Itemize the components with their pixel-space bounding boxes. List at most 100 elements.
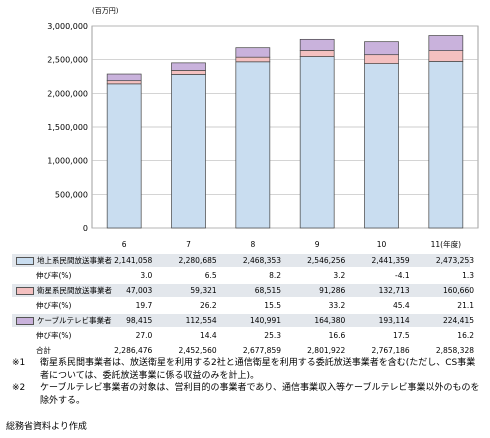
bar-segment [235, 47, 271, 58]
bar-segment [106, 80, 142, 85]
table-cell: 16.2 [457, 331, 474, 340]
table-cell: 19.7 [135, 301, 153, 310]
bars [106, 35, 464, 229]
row-label: 衛星系民間放送事業者 [16, 285, 112, 296]
bar-segment [428, 61, 464, 229]
table-cell: 15.5 [264, 301, 281, 310]
table-cell: 2,468,353 [242, 256, 281, 265]
y-tick-label: 0 [83, 224, 88, 233]
x-tick-label: 9 [314, 239, 320, 249]
notes: ※1 衛星系民間事業者は、放送衛星を利用する2社と通信衛星を利用する委託放送事業… [12, 357, 482, 407]
table-cell: 160,660 [442, 286, 474, 295]
row-label: 伸び率(%) [36, 330, 71, 341]
table-cell: 27.0 [135, 331, 153, 340]
stacked-bar-chart: 0 500,000 1,000,000 1,500,000 2,000,000 2,500… [47, 22, 479, 233]
row-label: ケーブルテレビ事業者 [16, 315, 112, 326]
bar-segment [106, 83, 142, 229]
bar-segment [171, 62, 206, 71]
table-cell: 2,677,859 [242, 346, 281, 355]
table-cell: 25.3 [264, 331, 281, 340]
bar-segment [299, 38, 335, 51]
table-cell: 132,713 [378, 286, 410, 295]
note-text: ケーブルテレビ事業者の対象は、営利目的の事業者であり、通信事業収入等ケーブルテレ… [40, 383, 480, 406]
table-cell: 6.5 [204, 271, 217, 280]
bar-segment [364, 41, 399, 56]
legend-swatch [16, 316, 34, 325]
table-cell: 3.2 [333, 271, 346, 280]
gridlines [91, 25, 479, 229]
bar-segment [235, 61, 271, 229]
x-tick-label: 8 [250, 239, 256, 249]
table-row: 地上系民間放送事業者 2,141,058 2,280,685 2,468,353 2,5… [12, 254, 474, 267]
y-tick-label: 1,500,000 [47, 123, 88, 132]
table-cell: 26.2 [199, 301, 217, 310]
table-cell: 17.5 [392, 331, 410, 340]
table-row: 伸び率(%) 3.0 6.5 8.2 3.2 -4.1 1.3 [12, 269, 474, 282]
table-cell: 1.3 [462, 271, 474, 280]
table-cell: 140,991 [249, 316, 281, 325]
y-tick-label: 500,000 [55, 190, 88, 199]
table-cell: 45.4 [392, 301, 410, 310]
table-cell: 2,546,256 [307, 256, 346, 265]
table-cell: 33.2 [328, 301, 346, 310]
row-label-text: 伸び率(%) [36, 271, 72, 280]
table-row: 伸び率(%) 19.7 26.2 15.5 33.2 45.4 21.1 [12, 299, 474, 312]
row-label-text: 伸び率(%) [36, 301, 72, 310]
table-cell: 91,286 [319, 286, 346, 295]
x-tick-label: 11(年度) [430, 239, 462, 249]
y-tick-label: 1,000,000 [47, 157, 88, 166]
x-tick-label: 7 [186, 239, 191, 249]
table-cell: 8.2 [269, 271, 281, 280]
table-header-row: 6 7 8 9 10 11(年度) [12, 238, 470, 250]
table-cell: 16.6 [328, 331, 346, 340]
legend-swatch [16, 256, 34, 265]
table-cell: 2,473,253 [435, 256, 474, 265]
row-label-text: ケーブルテレビ事業者 [37, 316, 112, 325]
bar-segment [106, 73, 142, 82]
row-label: 地上系民間放送事業者 [16, 255, 112, 266]
note-mark: ※2 [12, 383, 26, 393]
row-label: 伸び率(%) [36, 270, 71, 281]
y-tick-label: 2,500,000 [47, 56, 88, 65]
bar-segment [428, 35, 464, 51]
table-cell: 2,280,685 [178, 256, 217, 265]
table-cell: 98,415 [126, 316, 153, 325]
row-label-text: 衛星系民間放送事業者 [37, 286, 112, 295]
table-cell: 21.1 [457, 301, 474, 310]
table-cell: 193,114 [378, 316, 410, 325]
table-row: 衛星系民間放送事業者 47,003 59,321 68,515 91,286 132,71… [12, 284, 474, 297]
table-cell: 2,858,328 [435, 346, 474, 355]
table-cell: 112,554 [185, 316, 217, 325]
bar-segment [171, 70, 206, 75]
table-cell: 224,415 [442, 316, 474, 325]
legend-swatch [16, 286, 34, 295]
row-label: 伸び率(%) [36, 300, 71, 311]
table-cell: 47,003 [126, 286, 153, 295]
bar-segment [299, 56, 335, 229]
table-cell: 2,801,922 [307, 346, 346, 355]
x-tick-label: 10 [376, 239, 387, 249]
row-label-text: 地上系民間放送事業者 [37, 256, 112, 265]
note-2: ※2 ケーブルテレビ事業者の対象は、営利目的の事業者であり、通信事業収入等ケーブ… [12, 382, 482, 407]
bar-segment [171, 74, 206, 229]
unit-label: (百万円) [92, 7, 119, 15]
table-row: 伸び率(%) 27.0 14.4 25.3 16.6 17.5 16.2 [12, 329, 474, 342]
table-cell: 59,321 [190, 286, 217, 295]
bar-segment [364, 54, 399, 64]
row-label: 合計 [36, 345, 51, 356]
bar-segment [364, 63, 399, 229]
table-row: ケーブルテレビ事業者 98,415 112,554 140,991 164,380 193… [12, 314, 474, 327]
table-cell: 68,515 [254, 286, 281, 295]
table-cell: 2,452,560 [178, 346, 217, 355]
bar-segment [299, 50, 335, 57]
note-1: ※1 衛星系民間事業者は、放送衛星を利用する2社と通信衛星を利用する委託放送事業… [12, 357, 482, 382]
table-cell: 14.4 [199, 331, 217, 340]
y-tick-label: 2,000,000 [47, 89, 88, 98]
table-cell: 2,286,476 [114, 346, 153, 355]
y-axis: 0 500,000 1,000,000 1,500,000 2,000,000 2,500… [47, 22, 88, 233]
source-note: 総務省資料より作成 [6, 422, 87, 432]
note-mark: ※1 [12, 358, 26, 368]
table-cell: 2,141,058 [114, 256, 153, 265]
row-label-text: 合計 [36, 346, 51, 355]
note-text: 衛星系民間事業者は、放送衛星を利用する2社と通信衛星を利用する委託放送事業者を含… [40, 358, 476, 381]
